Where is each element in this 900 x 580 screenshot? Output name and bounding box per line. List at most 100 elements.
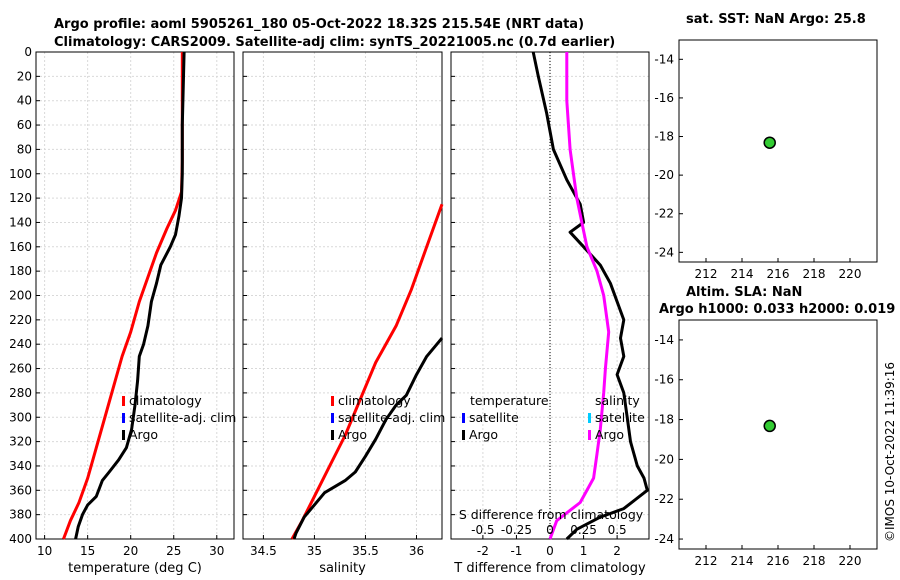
y-tick-label: 220 — [9, 313, 32, 327]
sla-map-panel: 212 214 216 218 220 -14 -16 -18 -20 -22 -24 — [654, 319, 878, 568]
y-tick-label: -20 — [654, 452, 674, 466]
legend-swatch — [462, 413, 465, 423]
legend-label: climatology — [129, 393, 202, 408]
x-tick-label: 218 — [803, 554, 826, 568]
y-tick-label: 200 — [9, 289, 32, 303]
x-axis-label: T difference from climatology — [453, 561, 646, 576]
top-tick-label: -0.5 — [471, 523, 494, 537]
x-tick-label: 212 — [695, 554, 718, 568]
x-tick-label: 36 — [409, 544, 424, 558]
x-tick-label: 20 — [123, 544, 138, 558]
legend-swatch — [588, 430, 591, 440]
legend-swatch — [588, 413, 591, 423]
series-argo — [74, 51, 186, 540]
y-tick-label: 60 — [17, 118, 32, 132]
series-argo — [292, 337, 444, 540]
y-tick-label: 80 — [17, 142, 32, 156]
legend-swatch — [122, 413, 125, 423]
y-tick-label: 300 — [9, 410, 32, 424]
x-tick-label: 35 — [307, 544, 322, 558]
x-tick-label: 212 — [695, 267, 718, 281]
y-tick-label: 160 — [9, 240, 32, 254]
x-tick-label: 220 — [839, 267, 862, 281]
legend-label: Argo — [595, 427, 624, 442]
y-tick-label: 400 — [9, 532, 32, 546]
x-tick-label: 25 — [166, 544, 181, 558]
legend-swatch — [331, 430, 334, 440]
argo-location-marker — [763, 136, 776, 149]
top-axis-label: S difference from climatology — [459, 507, 644, 522]
y-tick-label: 120 — [9, 191, 32, 205]
top-tick-label: 0 — [546, 523, 554, 537]
y-tick-label: 20 — [17, 69, 32, 83]
y-tick-label: 360 — [9, 483, 32, 497]
x-tick-label: 15 — [80, 544, 95, 558]
y-tick-label: -16 — [654, 373, 674, 387]
y-tick-label: -14 — [654, 52, 674, 66]
map-frame — [678, 319, 878, 550]
y-tick-label: 320 — [9, 435, 32, 449]
title-line-2: Climatology: CARS2009. Satellite-adj cli… — [54, 35, 615, 50]
y-tick-label: -24 — [654, 532, 674, 546]
y-tick-label: -14 — [654, 333, 674, 347]
x-tick-label: 2 — [613, 544, 621, 558]
y-tick-label: 260 — [9, 362, 32, 376]
difference-panel: -2 -1 0 1 2 T difference from climatology S di… — [450, 51, 650, 576]
x-tick-label: 10 — [37, 544, 52, 558]
x-tick-label: 30 — [209, 544, 224, 558]
title-line-1: Argo profile: aoml 5905261_180 05-Oct-20… — [54, 17, 584, 32]
y-tick-label: 40 — [17, 94, 32, 108]
legend-label: Argo — [338, 427, 367, 442]
x-tick-label: 218 — [803, 267, 826, 281]
y-tick-label: -24 — [654, 245, 674, 259]
y-tick-label: -16 — [654, 91, 674, 105]
y-tick-label: 280 — [9, 386, 32, 400]
salinity-panel: 34.5 35 35.5 36 salinity climatology satellite… — [242, 51, 445, 576]
top-tick-label: -0.25 — [501, 523, 532, 537]
y-tick-label: -20 — [654, 168, 674, 182]
x-tick-label: 220 — [839, 554, 862, 568]
legend-label: satellite-adj. clim — [338, 410, 445, 425]
legend-title: salinity — [595, 393, 640, 408]
legend-swatch — [462, 430, 465, 440]
x-tick-label: 214 — [731, 267, 754, 281]
x-tick-label: -2 — [477, 544, 489, 558]
y-tick-label: -18 — [654, 130, 674, 144]
x-tick-label: 214 — [731, 554, 754, 568]
y-tick-label: -22 — [654, 207, 674, 221]
x-tick-label: 0 — [546, 544, 554, 558]
x-tick-label: 216 — [767, 267, 790, 281]
x-tick-label: 216 — [767, 554, 790, 568]
x-axis-label: salinity — [319, 561, 366, 576]
legend-label: climatology — [338, 393, 411, 408]
imos-watermark: ©IMOS 10-Oct-2022 11:39:16 — [883, 362, 897, 542]
y-tick-label: 140 — [9, 215, 32, 229]
sst-map-panel: 212 214 216 218 220 -14 -16 -18 -20 -22 -24 — [654, 39, 878, 281]
map-frame — [678, 39, 878, 263]
top-tick-label: 0.25 — [570, 523, 597, 537]
legend-swatch — [331, 396, 334, 406]
x-tick-label: 35.5 — [352, 544, 379, 558]
y-tick-label: 240 — [9, 337, 32, 351]
legend-swatch — [122, 396, 125, 406]
y-tick-label: 340 — [9, 459, 32, 473]
y-tick-label: 180 — [9, 264, 32, 278]
x-tick-label: -1 — [510, 544, 522, 558]
sla-map-title: Altim. SLA: NaN — [686, 285, 802, 300]
top-tick-label: 0.5 — [608, 523, 627, 537]
series-s-argo — [548, 52, 611, 540]
legend-label: satellite — [469, 410, 519, 425]
legend-swatch — [122, 430, 125, 440]
legend-label: satellite — [595, 410, 645, 425]
y-tick-label: -22 — [654, 492, 674, 506]
series-t-argo — [531, 51, 649, 541]
x-tick-label: 1 — [580, 544, 588, 558]
y-tick-label: 100 — [9, 167, 32, 181]
legend-label: Argo — [469, 427, 498, 442]
x-tick-label: 34.5 — [250, 544, 277, 558]
legend-label: Argo — [129, 427, 158, 442]
y-tick-label: -18 — [654, 413, 674, 427]
temperature-panel: 10 15 20 25 300 20 40 60 80 100 120 140 160 180 200 220… — [9, 45, 236, 576]
sla-map-subtitle: Argo h1000: 0.033 h2000: 0.019 — [659, 302, 895, 317]
